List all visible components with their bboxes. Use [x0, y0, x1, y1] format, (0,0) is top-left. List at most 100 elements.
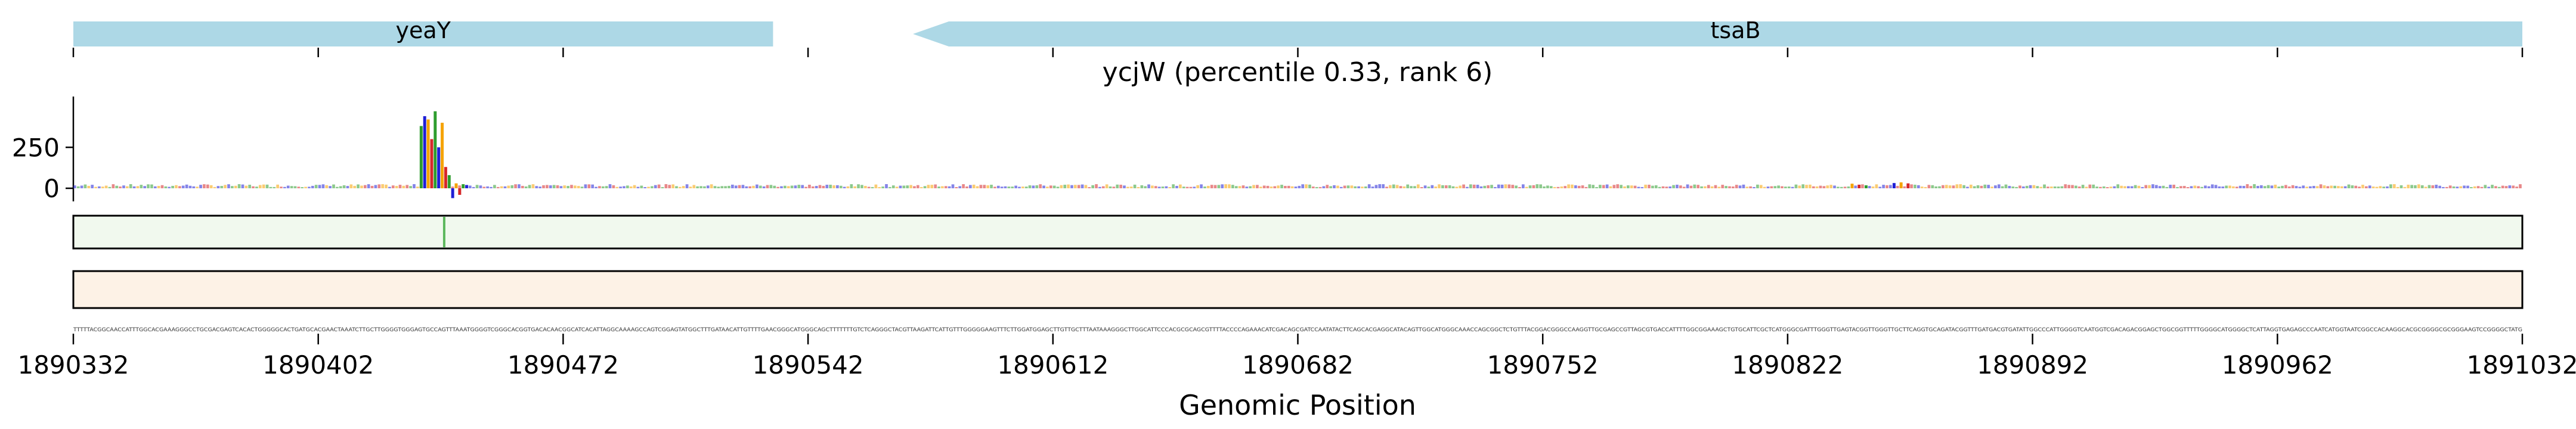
logo-base-letter	[1749, 186, 1753, 188]
logo-peak-letter	[458, 188, 462, 195]
logo-peak-letter	[1906, 183, 1910, 188]
logo-base-letter	[1627, 185, 1630, 188]
logo-base-letter	[1661, 186, 1665, 188]
logo-base-letter	[878, 186, 881, 188]
logo-base-letter	[863, 186, 867, 188]
logo-base-letter	[2371, 186, 2375, 188]
logo-base-letter	[605, 186, 608, 188]
logo-base-letter	[76, 186, 80, 188]
logo-base-letter	[1914, 184, 1916, 188]
logo-base-letter	[2448, 185, 2452, 188]
gene-track-ticks	[72, 48, 2524, 57]
logo-base-letter	[1847, 186, 1850, 188]
logo-base-letter	[2214, 185, 2218, 188]
logo-base-letter	[2309, 186, 2312, 188]
logo-base-letter	[790, 185, 794, 188]
logo-base-letter	[1515, 185, 1518, 188]
logo-peak-letter	[462, 184, 465, 188]
logo-base-letter	[1182, 186, 1185, 188]
logo-base-letter	[1563, 186, 1567, 188]
logo-base-letter	[1507, 184, 1511, 188]
logo-base-letter	[1777, 185, 1780, 188]
logo-base-letter	[619, 186, 622, 188]
logo-base-letter	[1067, 184, 1070, 188]
logo-base-letter	[2442, 186, 2445, 188]
logo-base-letter	[2347, 184, 2351, 188]
logo-base-letter	[2001, 186, 2004, 188]
logo-base-letter	[416, 186, 419, 188]
logo-base-letter	[919, 186, 923, 188]
logo-base-letter	[891, 185, 895, 188]
logo-base-letter	[923, 186, 927, 188]
logo-base-letter	[1605, 184, 1609, 188]
logo-base-letter	[486, 186, 490, 188]
logo-base-letter	[1942, 185, 1945, 188]
logo-base-letter	[1280, 185, 1283, 188]
logo-base-letter	[2235, 186, 2238, 188]
logo-base-letter	[1521, 184, 1525, 188]
logo-base-letter	[2484, 185, 2487, 188]
logo-base-letter	[846, 186, 850, 188]
x-axis: TTTTTACGGCAACCATTTGGCACGAAAGGGCCTGCGACGA…	[17, 327, 2576, 421]
logo-base-letter	[286, 185, 290, 188]
logo-base-letter	[1938, 186, 1941, 188]
logo-base-letter	[101, 186, 104, 188]
logo-base-letter	[2039, 186, 2043, 188]
logo-base-letter	[1049, 185, 1052, 188]
logo-base-letter	[1462, 184, 1465, 188]
logo-base-letter	[1451, 186, 1455, 188]
logo-base-letter	[1147, 184, 1150, 188]
logo-base-letter	[2403, 186, 2407, 188]
logo-base-letter	[1528, 185, 1532, 188]
logo-base-letter	[1161, 186, 1165, 188]
logo-base-letter	[818, 185, 822, 188]
logo-peak-letter	[1892, 183, 1896, 188]
logo-base-letter	[2186, 186, 2190, 188]
logo-base-letter	[2120, 185, 2123, 188]
logo-base-letter	[1326, 185, 1329, 188]
logo-base-letter	[1644, 184, 1648, 188]
logo-base-letter	[888, 186, 891, 188]
logo-base-letter	[1822, 186, 1826, 188]
logo-base-letter	[1210, 185, 1213, 188]
logo-base-letter	[839, 185, 843, 188]
logo-base-letter	[1497, 184, 1500, 188]
logo-base-letter	[1658, 186, 1661, 188]
logo-base-letter	[518, 184, 521, 188]
logo-base-letter	[367, 184, 370, 188]
logo-base-letter	[968, 185, 972, 188]
logo-base-letter	[1791, 186, 1794, 188]
logo-base-letter	[196, 186, 199, 188]
logo-base-letter	[563, 185, 566, 188]
logo-base-letter	[1773, 186, 1777, 188]
logo-base-letter	[342, 185, 346, 188]
logo-base-letter	[1623, 186, 1626, 188]
logo-base-letter	[1889, 185, 1892, 188]
logo-base-letter	[1157, 186, 1161, 188]
logo-peak-letter	[465, 185, 469, 188]
logo-base-letter	[1756, 184, 1759, 188]
logo-base-letter	[1916, 185, 1920, 188]
logo-base-letter	[1479, 186, 1483, 188]
logo-base-letter	[1689, 185, 1693, 188]
logo-base-letter	[311, 185, 314, 188]
logo-y-tick-label: 250	[12, 133, 60, 162]
logo-base-letter	[2364, 186, 2368, 188]
logo-base-letter	[451, 186, 454, 188]
logo-base-letter	[2018, 185, 2021, 188]
logo-base-letter	[318, 185, 321, 188]
x-axis-label: Genomic Position	[1179, 389, 1416, 421]
signal-track-green-frame	[72, 214, 2524, 250]
sequence-text: TTTTTACGGCAACCATTTGGCACGAAAGGGCCTGCGACGA…	[73, 327, 2522, 333]
logo-base-letter	[1357, 186, 1360, 188]
logo-base-letter	[1441, 185, 1444, 188]
logo-base-letter	[1539, 184, 1543, 188]
logo-base-letter	[2302, 185, 2305, 188]
logo-base-letter	[1123, 185, 1126, 188]
logo-base-letter	[1196, 185, 1200, 188]
logo-base-letter	[1500, 184, 1504, 188]
logo-base-letter	[1374, 185, 1378, 188]
logo-base-letter	[633, 185, 636, 188]
logo-base-letter	[2396, 186, 2399, 188]
logo-base-letter	[762, 186, 766, 188]
